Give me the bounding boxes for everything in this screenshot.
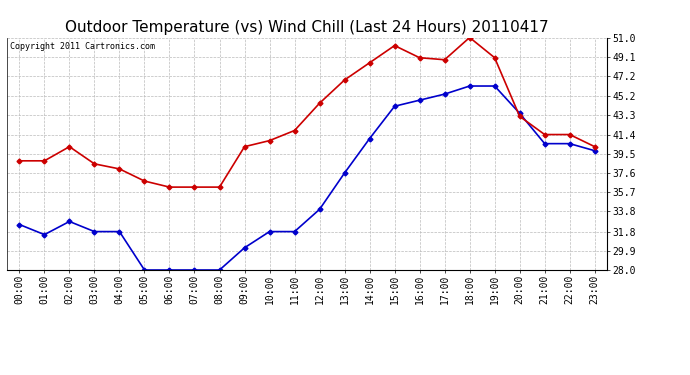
Text: Copyright 2011 Cartronics.com: Copyright 2011 Cartronics.com bbox=[10, 42, 155, 51]
Title: Outdoor Temperature (vs) Wind Chill (Last 24 Hours) 20110417: Outdoor Temperature (vs) Wind Chill (Las… bbox=[66, 20, 549, 35]
